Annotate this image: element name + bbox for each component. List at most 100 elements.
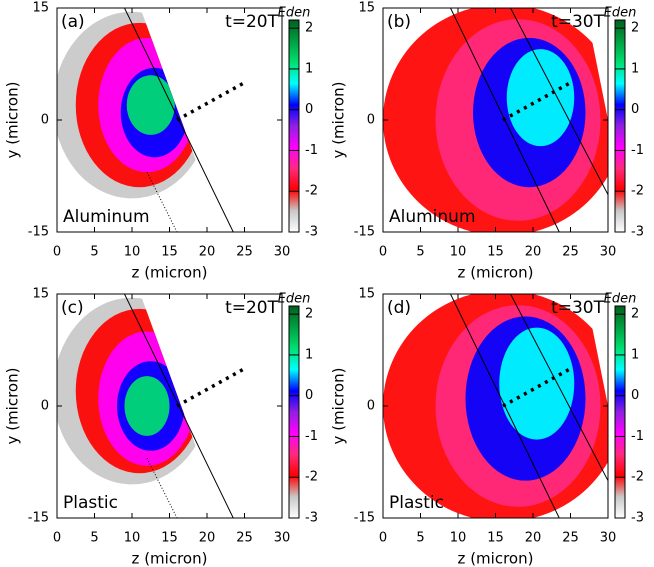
density-region [126,75,175,135]
colorbar [614,305,626,519]
colorbar-tick-label: -2 [305,470,318,485]
colorbar-label: Eden [278,292,311,307]
colorbar-tick-label: 0 [631,102,639,117]
panel-label: (b) [387,12,411,32]
time-label: t=30T [551,12,605,32]
x-axis-label: z (micron) [458,550,534,567]
panel-label: (d) [387,298,411,318]
x-tick-label: 15 [161,531,178,546]
colorbar-tick-label: 2 [631,21,639,36]
colorbar-tick-label: 2 [631,307,639,322]
density-region [499,327,575,440]
x-tick-label: 30 [274,245,291,260]
y-tick-label: 0 [367,399,375,414]
x-tick-label: 30 [600,245,617,260]
x-tick-label: 15 [161,245,178,260]
y-axis-label: y (micron) [330,82,348,159]
guide-dots [176,81,246,122]
x-tick-label: 5 [416,531,424,546]
x-tick-label: 0 [379,531,387,546]
y-tick-label: -15 [28,511,49,526]
colorbar-tick-label: -3 [631,225,644,240]
colorbar-tick-label: 1 [305,347,313,362]
guide-line [510,8,608,195]
colorbar-tick-label: -1 [305,143,318,158]
x-tick-label: 30 [274,531,291,546]
x-tick-label: 20 [199,245,216,260]
y-tick-label: 15 [32,287,49,302]
x-tick-label: 5 [416,245,424,260]
x-tick-label: 20 [199,531,216,546]
x-tick-label: 5 [90,531,98,546]
x-tick-label: 5 [90,245,98,260]
material-label: Plastic [389,493,444,513]
colorbar-tick-label: 1 [305,61,313,76]
x-tick-label: 15 [487,531,504,546]
colorbar-tick-label: -3 [305,225,318,240]
time-label: t=30T [551,298,605,318]
colorbar-tick-label: 0 [305,102,313,117]
time-label: t=20T [225,12,279,32]
guide-dots [502,367,572,408]
x-tick-label: 10 [124,531,141,546]
material-label: Plastic [63,493,118,513]
density-blob [383,294,608,518]
x-tick-label: 0 [53,531,61,546]
x-tick-label: 10 [450,245,467,260]
y-tick-label: 0 [41,399,49,414]
colorbar-tick-label: -1 [631,143,644,158]
density-field [383,8,608,232]
colorbar-tick-label: 2 [305,307,313,322]
x-tick-label: 30 [600,531,617,546]
colorbar [614,19,626,233]
y-axis-label: y (micron) [4,82,22,159]
y-tick-label: 0 [41,113,49,128]
guide-dotted [146,458,178,518]
density-field [57,8,246,232]
panel-label: (a) [61,12,85,32]
colorbar-tick-label: -3 [631,511,644,526]
x-tick-label: 25 [236,245,253,260]
density-field [383,294,608,518]
x-tick-label: 10 [450,531,467,546]
x-axis-label: z (micron) [458,264,534,282]
guide-dotted [146,172,178,232]
colorbar-tick-label: 1 [631,61,639,76]
x-tick-label: 10 [124,245,141,260]
colorbar [288,19,300,233]
y-axis-label: y (micron) [330,368,348,445]
guide-dots [176,367,246,408]
x-axis-label: z (micron) [132,264,208,282]
x-tick-label: 20 [525,531,542,546]
colorbar-label: Eden [278,6,311,21]
colorbar-tick-label: 1 [631,347,639,362]
colorbar-tick-label: 0 [631,388,639,403]
density-blob [383,8,608,232]
x-axis-label: z (micron) [132,550,208,567]
colorbar-tick-label: -2 [631,470,644,485]
density-region [506,49,575,147]
colorbar-tick-label: -2 [305,184,318,199]
x-tick-label: 15 [487,245,504,260]
x-tick-label: 25 [562,531,579,546]
material-label: Aluminum [389,207,476,227]
x-tick-label: 25 [236,531,253,546]
colorbar-tick-label: 2 [305,21,313,36]
panel-label: (c) [61,298,84,318]
guide-line [510,294,608,481]
y-tick-label: -15 [28,225,49,240]
y-tick-label: 0 [367,113,375,128]
density-region [124,376,170,436]
y-tick-label: -15 [354,225,375,240]
x-tick-label: 0 [53,245,61,260]
colorbar-tick-label: -3 [305,511,318,526]
density-blob [57,11,211,199]
colorbar-label: Eden [604,292,637,307]
guide-dots [502,81,572,122]
y-tick-label: 15 [32,1,49,16]
time-label: t=20T [225,298,279,318]
density-blob [57,297,211,485]
